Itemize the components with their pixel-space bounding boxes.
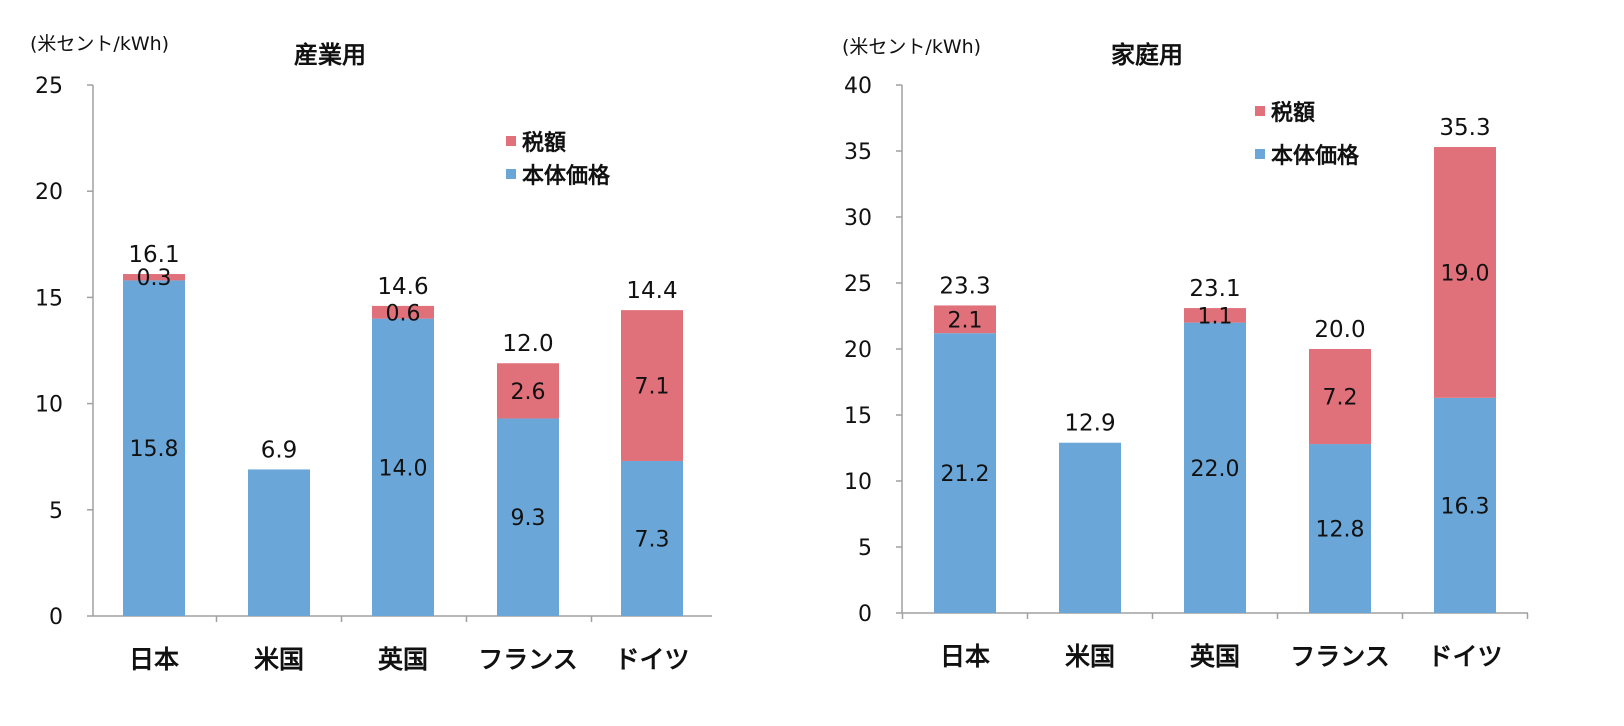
y-tick-label: 20: [844, 338, 872, 363]
legend-tax-swatch: [1255, 106, 1265, 116]
bar-base-3: [497, 418, 559, 616]
bar-total-label: 12.0: [502, 331, 553, 357]
bar-total-label: 16.1: [128, 242, 179, 268]
y-tick-label: 40: [844, 74, 872, 99]
bar-base-label: 21.2: [941, 462, 990, 487]
bar-total-label: 14.4: [626, 278, 677, 304]
unit-label: (米セント/kWh): [30, 33, 169, 55]
y-tick-label: 0: [858, 602, 872, 627]
bar-tax-label: 7.2: [1323, 386, 1358, 411]
bar-base-2: [1184, 322, 1246, 613]
bar-total-label: 23.1: [1189, 276, 1240, 302]
y-tick-label: 25: [35, 74, 63, 99]
bar-tax-label: 2.6: [511, 380, 546, 405]
bar-tax-label: 0.6: [386, 301, 421, 326]
legend-base-label: 本体価格: [522, 163, 611, 189]
y-tick-label: 35: [844, 140, 872, 165]
y-tick-label: 20: [35, 180, 63, 205]
legend-tax-label: 税額: [522, 130, 566, 156]
bar-base-4: [621, 460, 683, 616]
bar-total-label: 12.9: [1064, 411, 1115, 437]
x-category-label: 米国: [1065, 642, 1115, 671]
bar-total-label: 23.3: [939, 273, 990, 299]
bar-tax-label: 0.3: [137, 266, 172, 291]
bar-total-label: 14.6: [377, 274, 428, 300]
bar-base-0: [934, 333, 996, 613]
bar-tax-label: 7.1: [635, 375, 670, 400]
bar-base-4: [1434, 397, 1496, 613]
x-category-label: 日本: [129, 645, 179, 674]
bar-total-label: 35.3: [1439, 115, 1490, 141]
bar-tax-label: 1.1: [1198, 304, 1233, 329]
bar-base-3: [1309, 444, 1371, 613]
bar-base-label: 16.3: [1441, 494, 1490, 519]
y-tick-label: 30: [844, 206, 872, 231]
y-tick-label: 10: [35, 393, 63, 418]
bar-tax-4: [621, 310, 683, 461]
bar-tax-2: [1184, 308, 1246, 323]
bar-tax-4: [1434, 147, 1496, 398]
legend-tax-swatch: [506, 136, 516, 146]
bar-total-label: 20.0: [1314, 317, 1365, 343]
chart-title: 家庭用: [1111, 41, 1183, 69]
bar-base-label: 14.0: [379, 456, 428, 481]
legend-base-label: 本体価格: [1271, 143, 1360, 169]
bar-tax-3: [497, 363, 559, 419]
y-tick-label: 5: [858, 536, 872, 561]
x-category-label: 米国: [254, 645, 304, 674]
unit-label: (米セント/kWh): [842, 36, 981, 58]
x-category-label: 英国: [378, 645, 428, 674]
bar-total-label: 6.9: [261, 437, 298, 463]
bar-base-label: 7.3: [635, 527, 670, 552]
bar-tax-0: [934, 305, 996, 334]
bar-tax-label: 2.1: [948, 308, 983, 333]
x-category-label: ドイツ: [614, 645, 689, 674]
chart-title: 産業用: [294, 41, 366, 69]
bar-tax-label: 19.0: [1441, 261, 1490, 286]
bar-base-2: [372, 318, 434, 616]
x-category-label: フランス: [1290, 642, 1390, 671]
industrial-chart: 0 5 10 15 20 25 (米セント/kWh) 産業用税額本体価格 15.8 0.3 16.1…: [0, 0, 782, 726]
x-category-label: 英国: [1190, 642, 1240, 671]
bar-base-0: [123, 280, 185, 616]
bar-base-label: 15.8: [130, 437, 179, 462]
bar-tax-3: [1309, 349, 1371, 445]
household-chart: 0 5 10 15 20 25 30 35 40 (米セント/kWh) 家庭用税額本体価格 21.2 2…: [842, 0, 1624, 726]
y-tick-label: 25: [844, 272, 872, 297]
bar-tax-2: [372, 305, 434, 319]
x-category-label: フランス: [478, 645, 578, 674]
y-tick-label: 15: [35, 286, 63, 311]
legend-tax-label: 税額: [1271, 100, 1315, 126]
bar-base-label: 9.3: [511, 506, 546, 531]
x-category-label: ドイツ: [1427, 642, 1502, 671]
bar-base-1: [248, 469, 310, 616]
legend-base-swatch: [1255, 149, 1265, 159]
y-tick-label: 10: [844, 470, 872, 495]
bar-base-label: 12.8: [1316, 518, 1365, 543]
y-tick-label: 15: [844, 404, 872, 429]
x-category-label: 日本: [940, 642, 990, 671]
bar-base-1: [1059, 442, 1121, 613]
y-tick-label: 5: [49, 499, 63, 524]
bar-tax-0: [123, 274, 185, 281]
bar-base-label: 22.0: [1191, 457, 1240, 482]
y-tick-label: 0: [49, 605, 63, 630]
legend-base-swatch: [506, 169, 516, 179]
